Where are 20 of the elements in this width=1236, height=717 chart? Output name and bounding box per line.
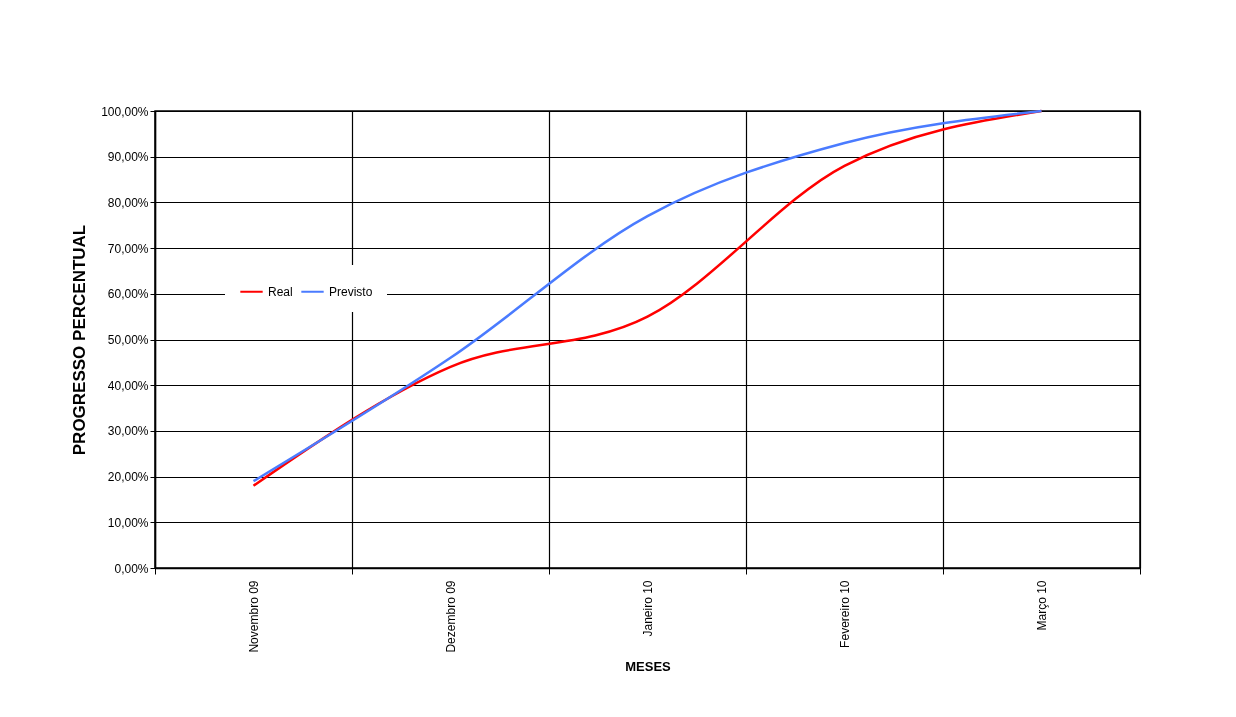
y-tick-label: 90,00% xyxy=(107,150,149,165)
y-tick-label: 0,00% xyxy=(114,561,149,576)
legend-label: Previsto xyxy=(329,284,373,299)
y-tick-label: 70,00% xyxy=(107,241,149,256)
y-tick-label: 100,00% xyxy=(101,104,149,119)
y-tick-label: 10,00% xyxy=(107,515,149,530)
legend-label: Real xyxy=(268,284,293,299)
y-tick-label: 60,00% xyxy=(107,287,149,302)
x-tick-label: Janeiro 10 xyxy=(641,580,655,637)
y-tick-label: 20,00% xyxy=(107,470,149,485)
x-tick-label: Março 10 xyxy=(1035,580,1049,631)
x-tick-label: Novembro 09 xyxy=(247,580,261,653)
x-axis-title: MESES xyxy=(625,658,672,674)
y-tick-label: 40,00% xyxy=(107,378,149,393)
y-tick-label: 30,00% xyxy=(107,424,149,439)
x-tick-label: Dezembro 09 xyxy=(444,580,458,653)
y-axis-title: PROGRESSO PERCENTUAL xyxy=(70,224,90,456)
y-tick-label: 50,00% xyxy=(107,333,149,347)
y-tick-label: 80,00% xyxy=(107,195,149,210)
x-tick-label: Fevereiro 10 xyxy=(838,580,852,648)
